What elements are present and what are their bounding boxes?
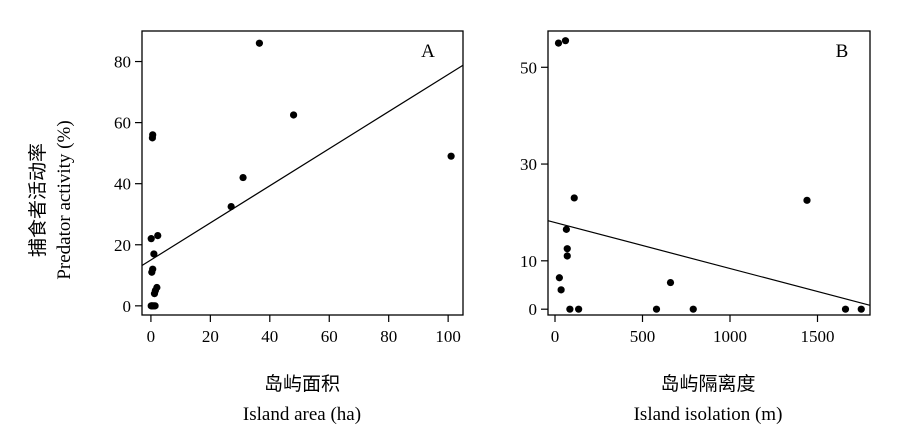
- panel-a-x-tick-label: 60: [321, 327, 338, 346]
- panel-b-data-point: [561, 37, 570, 45]
- panel-a-y-tick-label: 0: [123, 297, 132, 316]
- panel-b-data-point: [666, 278, 675, 287]
- panel-a-data-point: [147, 235, 155, 243]
- panel-b-x-tick-label: 1000: [713, 327, 747, 346]
- panel-a-plot-frame: [141, 30, 464, 316]
- panel-b-plot-frame: [547, 30, 871, 316]
- panel-b-y-tick-label: 30: [520, 155, 537, 174]
- panel-b-data-point: [563, 245, 571, 253]
- panel-a-data-point: [154, 232, 162, 240]
- panel-a-letter: A: [421, 41, 435, 62]
- panel-a-data-point: [255, 39, 264, 47]
- y-axis-title-cn: 捕食者活动率: [27, 143, 49, 257]
- panel-b-data-point: [554, 39, 563, 47]
- panel-a-data-point: [447, 152, 455, 160]
- panel-a-y-tick-label: 20: [114, 236, 131, 255]
- panel-a-x-tick-label: 100: [435, 327, 461, 346]
- panel-b-data-point: [841, 305, 850, 313]
- panel-a-regression-line: [141, 64, 464, 267]
- panel-a-data-point: [149, 265, 157, 273]
- panel-b: 0 500 1000 1500 0 10 30 50 B: [520, 30, 871, 346]
- panel-b-letter: B: [836, 41, 849, 62]
- panel-b-data-point: [562, 225, 570, 233]
- panel-b-data-point: [689, 305, 697, 313]
- y-axis-title-en: Predator activity (%): [54, 120, 75, 279]
- panel-b-x-tick-label: 1500: [801, 327, 835, 346]
- panel-a-data-point: [239, 173, 247, 182]
- panel-b-data-point: [563, 252, 571, 260]
- panel-a: 0 20 40 60 80 100 0 20 40 60 80 A: [114, 30, 464, 346]
- panel-b-data-point: [566, 305, 574, 313]
- panel-a-data-point: [153, 283, 161, 292]
- panel-a-y-tick-label: 60: [114, 114, 131, 133]
- panel-a-data-point: [149, 131, 157, 139]
- panel-b-x-title-en: Island isolation (m): [634, 404, 783, 425]
- panel-a-data-point: [151, 302, 159, 310]
- panel-b-data-point: [557, 286, 565, 294]
- panel-a-y-tick-label: 40: [114, 175, 131, 194]
- panel-a-x-tick-label: 40: [261, 327, 278, 346]
- panel-b-regression-line: [547, 220, 871, 306]
- panel-b-x-tick-label: 500: [630, 327, 656, 346]
- panel-b-data-point: [575, 305, 583, 313]
- panel-b-data-point: [857, 305, 865, 313]
- panel-b-y-tick-label: 50: [520, 58, 537, 77]
- panel-b-x-tick-label: 0: [551, 327, 560, 346]
- panel-a-data-point: [289, 111, 298, 119]
- panel-b-y-tick-label: 10: [520, 252, 537, 271]
- panel-b-data-point: [803, 196, 811, 204]
- panel-a-data-point: [227, 202, 235, 211]
- panel-b-y-tick-label: 0: [529, 300, 538, 319]
- panel-a-x-tick-label: 20: [202, 327, 219, 346]
- panel-b-data-point: [652, 305, 661, 313]
- panel-b-x-title-cn: 岛屿隔离度: [660, 373, 755, 395]
- panel-a-data-point: [150, 250, 158, 258]
- panel-a-x-tick-label: 80: [380, 327, 397, 346]
- panel-a-y-tick-label: 80: [114, 53, 131, 72]
- panel-a-x-title-cn: 岛屿面积: [264, 373, 340, 395]
- panel-b-data-point: [570, 194, 578, 202]
- panel-b-data-point: [555, 274, 563, 282]
- panel-a-x-tick-label: 0: [147, 327, 156, 346]
- panel-a-x-title-en: Island area (ha): [243, 404, 361, 425]
